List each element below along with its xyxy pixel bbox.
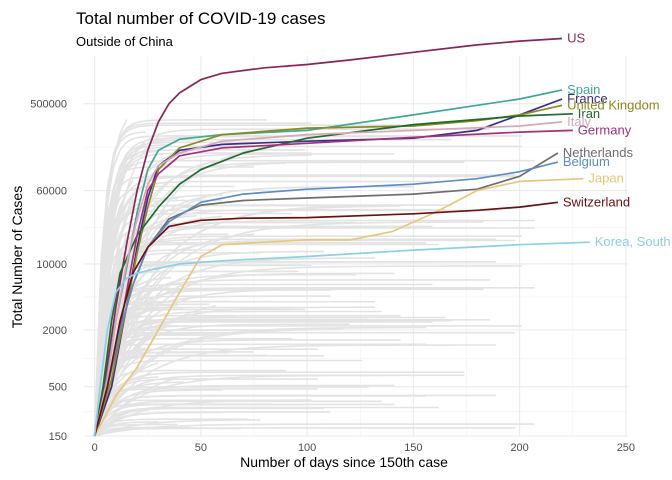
background-series-line	[93, 389, 223, 437]
background-series-line	[94, 427, 516, 437]
background-series-line	[93, 400, 382, 437]
background-series-line	[93, 288, 484, 437]
series-line-us	[93, 37, 563, 437]
chart-title: Total number of COVID-19 cases	[76, 9, 325, 28]
background-series-line	[93, 378, 318, 437]
background-series-line	[93, 145, 522, 437]
y-axis-title: Total Number of Cases	[9, 186, 25, 328]
series-label: France	[567, 91, 607, 106]
background-series-line	[93, 319, 452, 437]
background-series-line	[93, 205, 401, 437]
background-series-line	[93, 369, 286, 437]
y-tick-label: 60000	[36, 186, 67, 198]
background-series-line	[93, 355, 325, 437]
background-series-line	[93, 249, 216, 437]
series-label: Korea, South	[595, 234, 671, 249]
y-tick-label: 10000	[36, 259, 67, 271]
background-series-line	[93, 124, 401, 437]
series-line-italy	[93, 121, 563, 437]
series-label: Netherlands	[563, 145, 634, 160]
series-label: Iran	[578, 106, 600, 121]
background-series-line	[93, 386, 369, 437]
y-tick-label: 500	[49, 382, 67, 394]
background-series-line	[93, 395, 427, 437]
background-series-line	[93, 388, 318, 437]
series-label: Italy	[567, 114, 591, 129]
x-axis-ticks: 0 50 100 150 200 250	[92, 442, 635, 454]
background-series-line	[93, 235, 522, 437]
x-tick-label: 150	[404, 442, 422, 454]
series-label: US	[567, 31, 585, 46]
y-axis-ticks: 150 500 2000 10000 60000 500000	[30, 99, 67, 443]
background-series-line	[93, 371, 465, 437]
background-series-line	[93, 122, 312, 437]
x-tick-label: 250	[617, 442, 635, 454]
background-series-line	[93, 215, 197, 437]
x-tick-label: 50	[195, 442, 207, 454]
y-tick-label: 150	[49, 431, 67, 443]
background-series-line	[93, 152, 312, 437]
series-label: Switzerland	[563, 194, 630, 209]
background-series-line	[93, 326, 427, 437]
background-series-line	[93, 209, 497, 437]
x-tick-label: 100	[298, 442, 316, 454]
series-line-switzerland	[93, 201, 559, 437]
background-series-line	[93, 283, 433, 437]
background-series-line	[93, 166, 254, 437]
background-series-line	[94, 423, 178, 437]
background-series-line	[93, 119, 267, 437]
highlighted-series	[93, 37, 590, 437]
background-series-line	[93, 243, 439, 437]
background-series-line	[93, 411, 223, 437]
x-tick-label: 200	[510, 442, 528, 454]
background-series-line	[93, 238, 497, 437]
series-line-belgium	[93, 161, 559, 437]
background-series-line	[93, 175, 522, 437]
background-series-line	[93, 265, 522, 437]
background-series-line	[93, 374, 401, 437]
background-series-line	[93, 314, 401, 437]
x-tick-label: 0	[92, 442, 98, 454]
series-label: United Kingdom	[567, 97, 660, 112]
series-label: Belgium	[563, 154, 610, 169]
background-series-line	[93, 149, 305, 437]
y-tick-label: 500000	[30, 99, 67, 111]
background-series-line	[93, 138, 452, 437]
background-series-line	[93, 318, 369, 437]
series-line-japan	[93, 177, 584, 437]
background-series-line	[93, 344, 497, 437]
background-series-line	[93, 306, 376, 437]
background-series-line	[93, 135, 439, 437]
background-series-line	[93, 279, 490, 437]
series-line-korea-south	[93, 241, 590, 437]
background-series-line	[93, 348, 318, 437]
background-series-line	[93, 374, 465, 437]
background-series-line	[93, 306, 293, 437]
x-axis-title: Number of days since 150th case	[240, 454, 448, 470]
series-label: Japan	[588, 171, 623, 186]
background-series-line	[93, 233, 229, 437]
series-line-iran	[93, 112, 573, 437]
background-series-line	[93, 221, 484, 437]
background-series-line	[93, 331, 516, 437]
series-label: Germany	[578, 122, 632, 137]
background-series-line	[94, 423, 535, 437]
background-series-line	[93, 406, 439, 437]
chart-subtitle: Outside of China	[76, 34, 174, 49]
series-label: Spain	[567, 82, 600, 97]
background-series-line	[93, 418, 248, 437]
background-series-line	[93, 287, 331, 437]
y-tick-label: 2000	[43, 325, 67, 337]
background-series	[93, 119, 535, 437]
background-series-line	[93, 403, 305, 437]
